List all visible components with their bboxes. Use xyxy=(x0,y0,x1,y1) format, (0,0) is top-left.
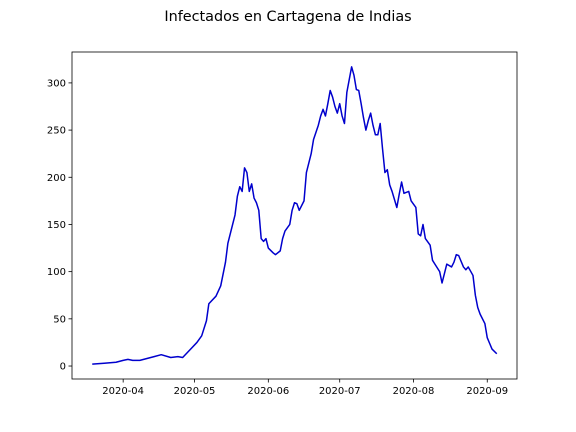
x-tick-label: 2020-08 xyxy=(393,386,435,397)
y-tick-label: 100 xyxy=(47,267,66,278)
plot-frame xyxy=(71,51,518,380)
y-tick-label: 200 xyxy=(47,173,66,184)
data-line xyxy=(92,66,498,365)
x-tick-label: 2020-07 xyxy=(319,386,361,397)
y-tick-label: 300 xyxy=(47,78,66,89)
x-tick-label: 2020-06 xyxy=(247,386,289,397)
x-tick-label: 2020-05 xyxy=(174,386,216,397)
chart-title: Infectados en Cartagena de Indias xyxy=(164,9,411,25)
x-tick-label: 2020-04 xyxy=(102,386,144,397)
y-tick-label: 0 xyxy=(60,362,66,373)
y-tick-label: 150 xyxy=(47,220,66,231)
x-tick-label: 2020-09 xyxy=(466,386,508,397)
y-tick-label: 50 xyxy=(53,314,66,325)
y-tick-label: 250 xyxy=(47,126,66,137)
